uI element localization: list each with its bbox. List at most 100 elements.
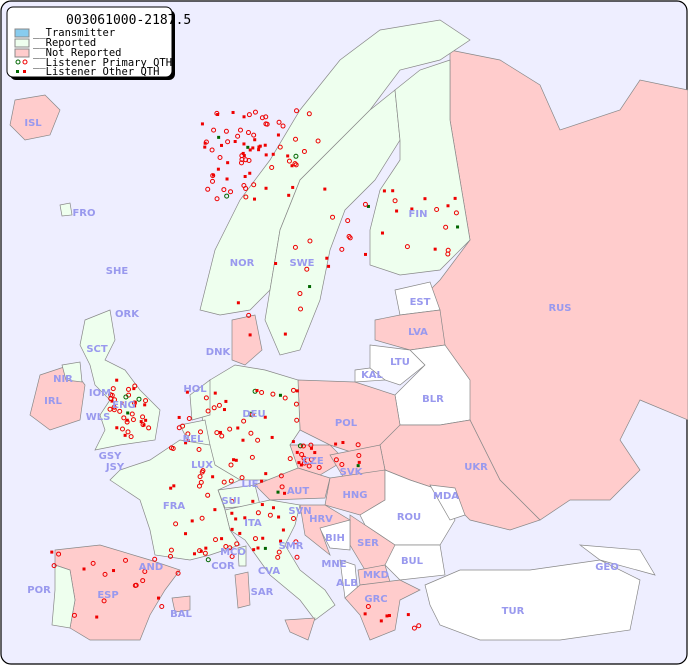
country-label-gsy: GSY xyxy=(99,451,122,462)
listener-primary-qth-marker xyxy=(333,457,339,463)
listener-other-qth-marker xyxy=(242,115,246,119)
country-label-esp: ESP xyxy=(97,590,118,601)
listener-primary-qth-marker xyxy=(355,442,361,448)
listener-primary-qth-marker xyxy=(362,201,368,207)
country-label-geo: GEO xyxy=(595,562,619,573)
listener-markers xyxy=(50,108,460,631)
listener-primary-qth-marker xyxy=(119,426,125,432)
listener-other-qth-marker xyxy=(211,475,215,479)
listener-other-qth-marker xyxy=(231,110,235,114)
country-label-fro: FRO xyxy=(72,208,95,219)
listener-primary-qth-marker xyxy=(356,453,362,459)
listener-other-qth-marker xyxy=(366,204,370,208)
listener-other-qth-marker xyxy=(139,420,143,424)
listener-primary-qth-marker xyxy=(252,109,258,115)
listener-other-qth-marker xyxy=(95,615,99,619)
country-kal xyxy=(354,367,386,383)
listener-primary-qth-marker xyxy=(168,547,174,553)
listener-primary-qth-marker xyxy=(167,553,173,559)
country-label-svn: SVN xyxy=(288,506,311,517)
listener-primary-qth-marker xyxy=(293,136,299,142)
listener-primary-qth-marker xyxy=(227,426,233,432)
listener-primary-qth-marker xyxy=(202,550,208,556)
country-label-bul: BUL xyxy=(401,556,424,567)
listener-other-qth-marker xyxy=(213,508,217,512)
country-label-cze: CZE xyxy=(302,456,324,467)
listener-other-qth-marker xyxy=(277,515,281,519)
listener-primary-qth-marker xyxy=(124,419,130,425)
listener-other-qth-marker xyxy=(220,143,224,147)
listener-other-qth-marker xyxy=(123,433,127,437)
listener-other-qth-marker xyxy=(385,614,389,618)
listener-other-qth-marker xyxy=(225,177,229,181)
country-label-tur: TUR xyxy=(502,606,525,617)
listener-primary-qth-marker xyxy=(123,394,129,400)
legend-label-transmitter: __Transmitter xyxy=(33,27,115,39)
listener-other-qth-marker xyxy=(456,225,460,229)
listener-primary-qth-marker xyxy=(251,182,257,188)
listener-other-qth-marker xyxy=(142,423,146,427)
listener-primary-qth-marker xyxy=(301,455,307,461)
listener-primary-qth-marker xyxy=(197,474,203,480)
listener-other-qth-marker xyxy=(299,463,303,467)
listener-primary-qth-marker xyxy=(221,479,227,485)
listener-primary-qth-marker xyxy=(259,115,265,121)
listener-other-qth-marker xyxy=(274,261,278,265)
listener-other-qth-marker xyxy=(133,404,137,408)
listener-primary-qth-marker xyxy=(205,492,211,498)
listener-primary-qth-marker xyxy=(263,121,269,127)
listener-primary-qth-marker xyxy=(228,478,234,484)
country-label-jsy: JSY xyxy=(105,462,125,473)
country-label-ita: ITA xyxy=(244,518,262,529)
country-fro xyxy=(59,202,73,217)
country-label-fin: FIN xyxy=(409,209,428,220)
country-label-dnk: DNK xyxy=(206,347,232,358)
listener-primary-qth-marker xyxy=(196,447,202,453)
legend-label-not-reported: __Not Reported xyxy=(33,47,122,59)
listener-other-qth-marker xyxy=(260,479,264,483)
listener-primary-qth-marker xyxy=(255,437,261,443)
listener-primary-qth-marker xyxy=(235,133,241,139)
listener-other-qth-marker xyxy=(283,491,287,495)
listener-other-qth-marker xyxy=(200,122,204,126)
listener-primary-qth-marker xyxy=(210,178,216,184)
country-label-ltu: LTU xyxy=(390,357,410,368)
country-shapes xyxy=(9,19,688,641)
listener-primary-qth-marker xyxy=(169,445,175,451)
country-por xyxy=(51,564,76,629)
listener-other-qth-marker xyxy=(309,446,313,450)
listener-other-qth-marker xyxy=(156,596,160,600)
listener-primary-qth-marker xyxy=(101,598,107,604)
country-mda xyxy=(429,484,466,521)
country-label-por: POR xyxy=(27,585,51,596)
listener-other-qth-marker xyxy=(251,499,255,503)
listener-primary-qth-marker xyxy=(278,473,284,479)
listener-primary-qth-marker xyxy=(199,469,205,475)
listener-primary-qth-marker xyxy=(293,153,299,159)
listener-other-qth-marker xyxy=(252,548,256,552)
listener-other-qth-marker xyxy=(126,411,130,415)
listener-other-qth-marker xyxy=(281,528,285,532)
listener-primary-qth-marker xyxy=(392,198,398,204)
listener-primary-qth-marker xyxy=(339,461,345,467)
listener-primary-qth-marker xyxy=(243,157,249,163)
country-label-mkd: MKD xyxy=(363,570,389,581)
country-label-swe: SWE xyxy=(289,258,314,269)
legend-label-reported: __Reported xyxy=(33,37,96,49)
listener-other-qth-marker xyxy=(144,418,148,422)
country-gbr xyxy=(79,309,161,451)
listener-primary-qth-marker xyxy=(125,429,131,435)
listener-other-qth-marker xyxy=(243,174,247,178)
listener-primary-qth-marker xyxy=(152,556,158,562)
country-label-sct: SCT xyxy=(86,344,108,355)
listener-primary-qth-marker xyxy=(111,407,117,413)
listener-primary-qth-marker xyxy=(345,218,351,224)
listener-other-qth-marker xyxy=(263,415,267,419)
listener-primary-qth-marker xyxy=(227,545,233,551)
listener-other-qth-marker xyxy=(248,333,252,337)
listener-primary-qth-marker xyxy=(301,148,307,154)
listener-primary-qth-marker xyxy=(251,132,257,138)
listener-primary-qth-marker xyxy=(197,548,203,554)
country-label-she: SHE xyxy=(106,266,129,277)
